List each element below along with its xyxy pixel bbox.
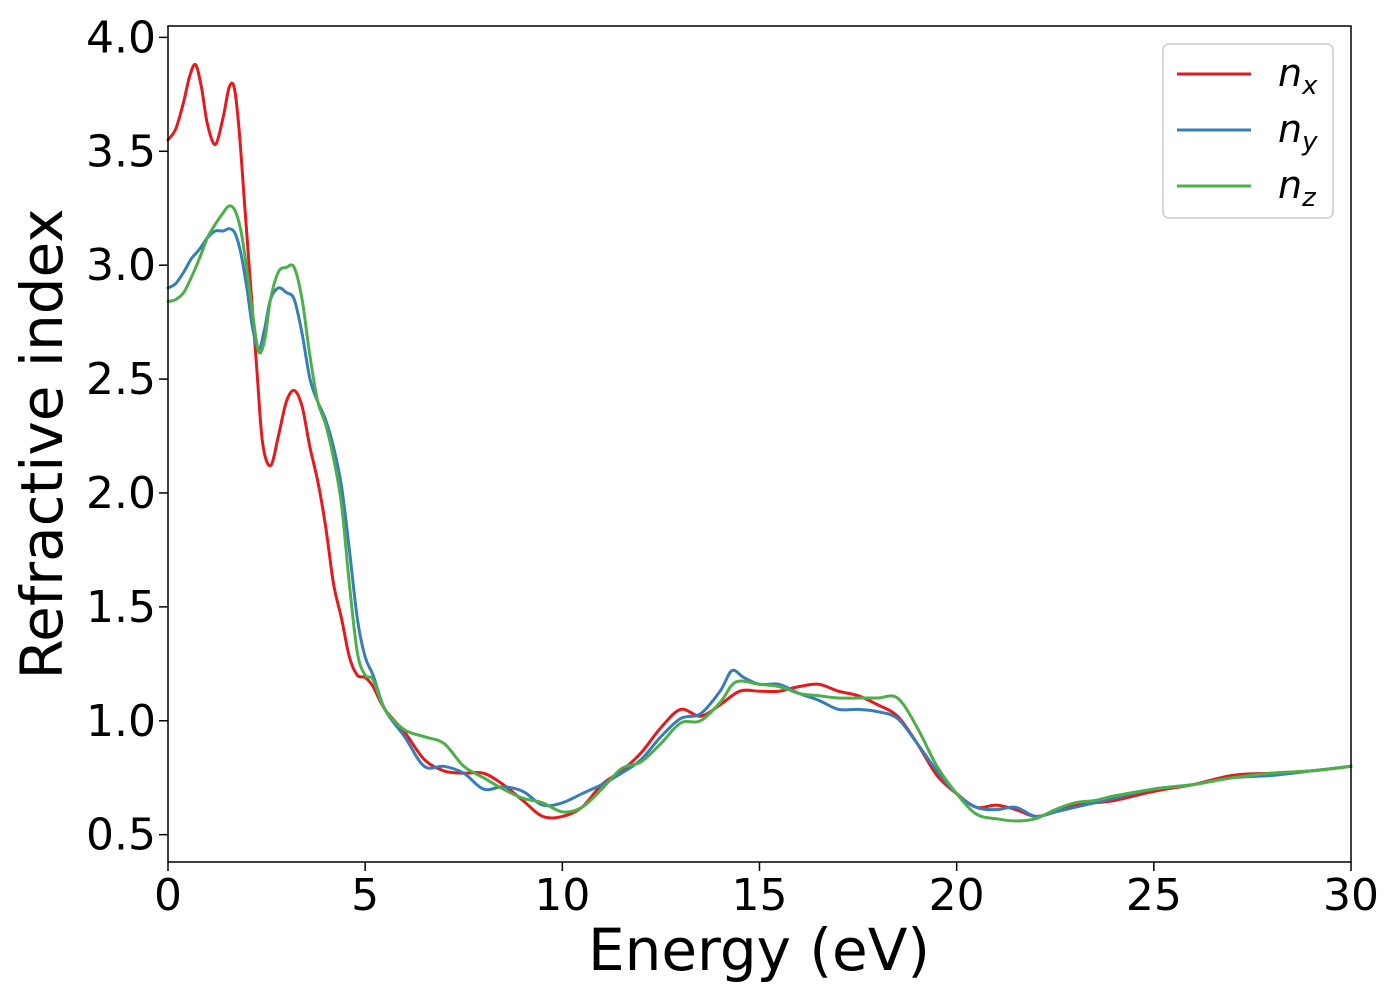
x-tick-label: 0 [154,870,182,921]
series-line-nz [166,204,1353,823]
y-tick-label: 3.5 [86,126,156,177]
x-tick-label: 5 [351,870,379,921]
y-tick-label: 2.0 [86,468,156,519]
x-axis: 0 5 10 15 20 25 30 [154,862,1379,921]
legend-label-ny: ny [1278,107,1318,157]
x-axis-title: Energy (eV) [588,916,930,984]
legend: nx ny nz [1162,43,1334,219]
legend-label-nx: nx [1278,51,1318,101]
x-tick-label: 25 [1126,870,1182,921]
y-tick-label: 2.5 [86,354,156,405]
x-tick-label: 30 [1323,870,1379,921]
y-axis-title: Refractive index [8,208,76,679]
legend-label-nz: nz [1278,163,1317,213]
y-tick-label: 3.0 [86,240,156,291]
plot-lines [166,62,1353,823]
y-tick-label: 4.0 [86,12,156,63]
y-tick-label: 1.0 [86,696,156,747]
y-tick-label: 0.5 [86,810,156,861]
x-tick-label: 15 [732,870,788,921]
x-tick-label: 20 [929,870,985,921]
x-tick-label: 10 [534,870,590,921]
series-line-ny [166,227,1353,818]
y-tick-label: 1.5 [86,582,156,633]
y-axis: 0.5 1.0 1.5 2.0 2.5 3.0 3.5 4.0 [86,12,168,861]
